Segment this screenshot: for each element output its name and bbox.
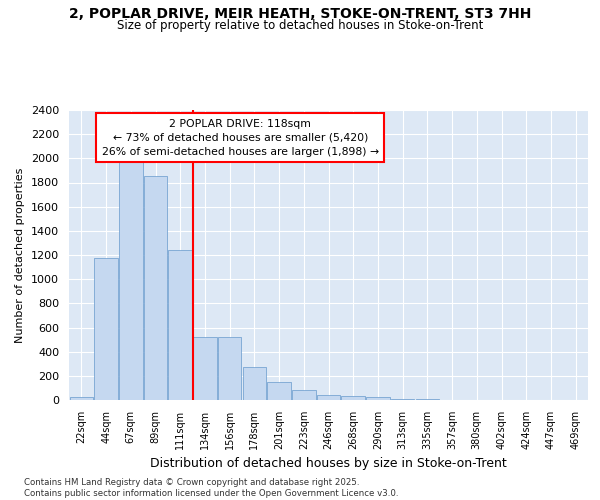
Bar <box>242 368 266 400</box>
Bar <box>119 162 143 400</box>
Y-axis label: Number of detached properties: Number of detached properties <box>16 168 25 342</box>
X-axis label: Distribution of detached houses by size in Stoke-on-Trent: Distribution of detached houses by size … <box>150 458 507 470</box>
Bar <box>292 390 316 400</box>
Bar <box>268 382 291 400</box>
Bar <box>94 258 118 400</box>
Bar <box>391 399 415 400</box>
Bar <box>317 394 340 400</box>
Bar <box>218 337 241 400</box>
Bar <box>70 397 93 400</box>
Text: Contains HM Land Registry data © Crown copyright and database right 2025.
Contai: Contains HM Land Registry data © Crown c… <box>24 478 398 498</box>
Bar <box>144 176 167 400</box>
Bar <box>341 396 365 400</box>
Text: 2, POPLAR DRIVE, MEIR HEATH, STOKE-ON-TRENT, ST3 7HH: 2, POPLAR DRIVE, MEIR HEATH, STOKE-ON-TR… <box>69 8 531 22</box>
Bar <box>193 337 217 400</box>
Bar <box>366 397 389 400</box>
Text: Size of property relative to detached houses in Stoke-on-Trent: Size of property relative to detached ho… <box>117 18 483 32</box>
Text: 2 POPLAR DRIVE: 118sqm
← 73% of detached houses are smaller (5,420)
26% of semi-: 2 POPLAR DRIVE: 118sqm ← 73% of detached… <box>102 118 379 156</box>
Bar <box>169 250 192 400</box>
